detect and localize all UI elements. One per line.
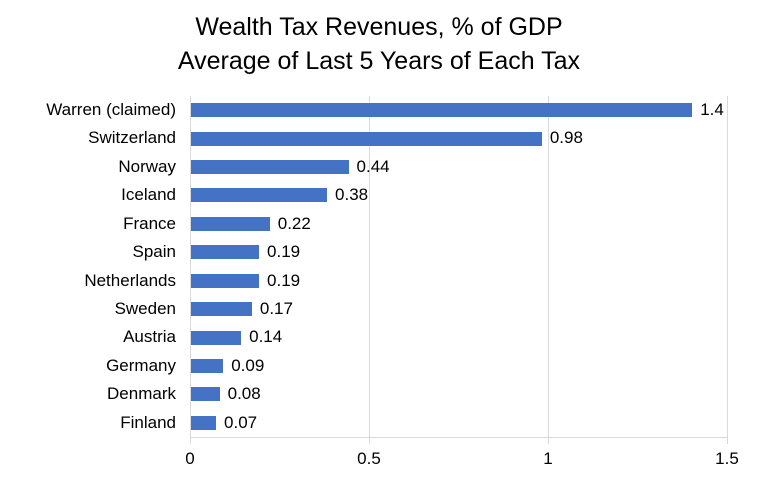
value-label: 0.38: [335, 185, 369, 205]
x-tick-label: 0.5: [357, 449, 381, 468]
chart-title: Wealth Tax Revenues, % of GDP Average of…: [0, 10, 758, 78]
value-label: 1.4: [700, 100, 724, 119]
gridline: [547, 96, 549, 444]
bar: [191, 245, 260, 260]
category-label: Finland: [120, 412, 176, 432]
value-label: 0.09: [231, 355, 265, 375]
gridline: [368, 96, 370, 444]
value-label: 0.44: [356, 156, 390, 176]
bar: [191, 273, 260, 288]
gridline: [726, 96, 728, 444]
x-tick-label: 1.5: [715, 449, 739, 468]
value-label: 0.14: [249, 327, 283, 347]
bar: [191, 387, 220, 402]
gridline: [189, 96, 191, 444]
x-axis-line: [190, 437, 727, 438]
category-label: Iceland: [121, 185, 176, 205]
chart-title-line1: Wealth Tax Revenues, % of GDP: [195, 13, 563, 41]
category-label: Austria: [123, 327, 176, 347]
bar: [191, 358, 224, 373]
chart-title-line2: Average of Last 5 Years of Each Tax: [177, 47, 581, 75]
x-tick-label: 0: [185, 449, 195, 468]
category-label: Netherlands: [84, 270, 176, 290]
value-label: 0.17: [259, 298, 293, 318]
bar: [191, 103, 693, 118]
bar: [191, 216, 270, 231]
category-label: Switzerland: [88, 128, 176, 148]
bar: [191, 160, 349, 175]
x-tick-label: 1: [543, 449, 553, 468]
category-label: France: [123, 213, 176, 233]
value-label: 0.07: [224, 412, 258, 432]
category-label: Denmark: [107, 384, 176, 404]
bar: [191, 415, 217, 430]
value-label: 0.22: [277, 213, 311, 233]
category-label: Germany: [106, 355, 176, 375]
value-label: 0.19: [267, 242, 301, 262]
bar: [191, 188, 328, 203]
value-label: 0.19: [267, 270, 301, 290]
category-label: Warren (claimed): [46, 100, 176, 119]
bar: [191, 302, 252, 317]
value-label: 0.08: [227, 384, 261, 404]
value-label: 0.98: [549, 128, 583, 148]
category-label: Norway: [118, 156, 176, 176]
category-label: Spain: [132, 242, 176, 262]
category-label: Sweden: [114, 298, 176, 318]
bar: [191, 330, 242, 345]
bar: [191, 131, 542, 146]
